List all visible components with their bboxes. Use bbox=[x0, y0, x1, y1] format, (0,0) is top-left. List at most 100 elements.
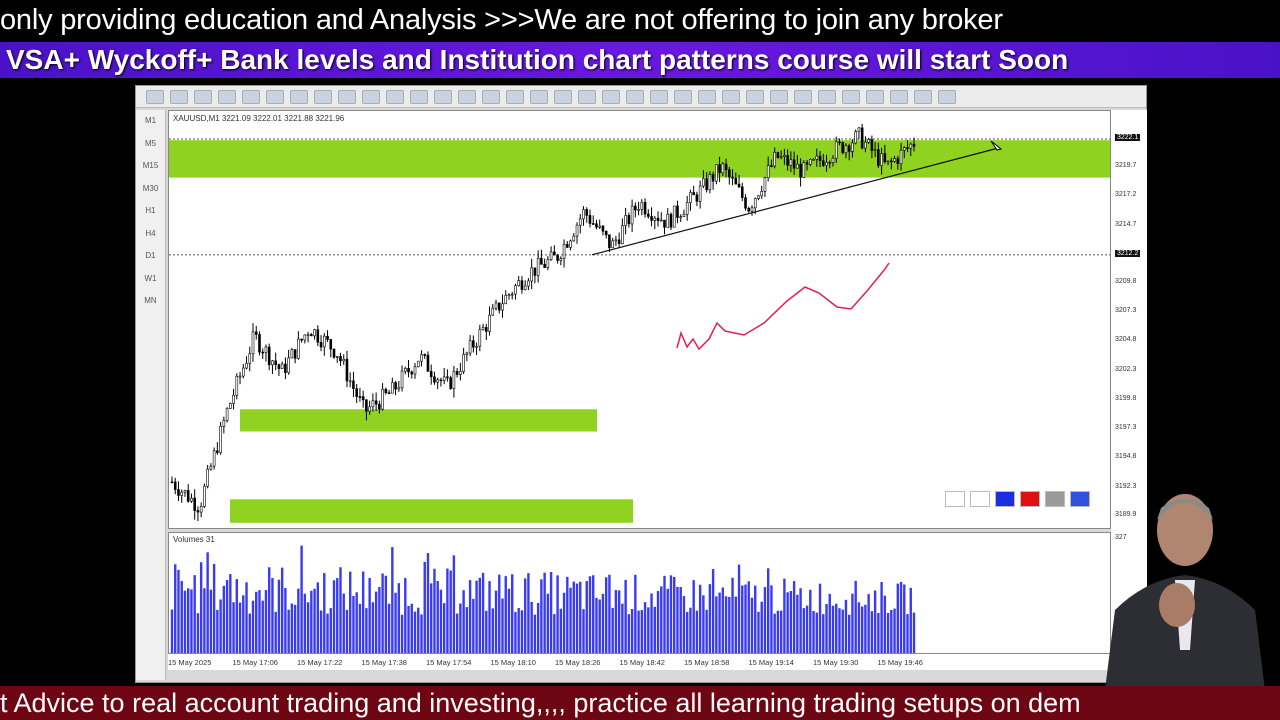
toolbar-button[interactable] bbox=[914, 89, 932, 104]
timeframe-d1[interactable]: D1 bbox=[145, 251, 156, 260]
toolbar-button[interactable] bbox=[218, 89, 236, 104]
color-swatch[interactable] bbox=[970, 491, 990, 507]
toolbar-button[interactable] bbox=[866, 89, 884, 104]
candle-body bbox=[867, 139, 870, 143]
volume-bar bbox=[216, 609, 219, 653]
candle-body bbox=[899, 149, 903, 165]
toolbar-button[interactable] bbox=[458, 89, 476, 104]
toolbar-button[interactable] bbox=[194, 89, 212, 104]
toolbar-button[interactable] bbox=[314, 89, 332, 104]
toolbar-button[interactable] bbox=[434, 89, 452, 104]
candle-body bbox=[274, 360, 277, 365]
toolbar-button[interactable] bbox=[938, 89, 956, 104]
toolbar-button[interactable] bbox=[578, 89, 596, 104]
toolbar-button[interactable] bbox=[338, 89, 356, 104]
candle-body bbox=[708, 174, 712, 191]
color-swatch[interactable] bbox=[1045, 491, 1065, 507]
timeframe-h1[interactable]: H1 bbox=[145, 206, 156, 215]
toolbar-button[interactable] bbox=[170, 89, 188, 104]
demand-supply-zone bbox=[240, 409, 597, 432]
candle-body bbox=[799, 163, 802, 178]
timeframe-m30[interactable]: M30 bbox=[142, 183, 159, 193]
volume-bar bbox=[326, 613, 329, 653]
timeframe-m5[interactable]: M5 bbox=[144, 138, 157, 148]
toolbar-button[interactable] bbox=[362, 89, 380, 104]
toolbar-button[interactable] bbox=[626, 89, 644, 104]
candle-body bbox=[883, 153, 887, 163]
candle-body bbox=[556, 254, 559, 261]
toolbar-button[interactable] bbox=[266, 89, 284, 104]
candle-body bbox=[507, 294, 511, 296]
volume-bar bbox=[290, 603, 294, 653]
candle-body bbox=[818, 155, 822, 162]
candle-body bbox=[339, 356, 342, 362]
toolbar-button[interactable] bbox=[722, 89, 740, 104]
toolbar-button[interactable] bbox=[554, 89, 572, 104]
toolbar-button[interactable] bbox=[650, 89, 668, 104]
toolbar-button[interactable] bbox=[674, 89, 692, 104]
toolbar-button[interactable] bbox=[530, 89, 548, 104]
volume-bar bbox=[478, 577, 482, 653]
toolbar-button[interactable] bbox=[290, 89, 308, 104]
color-swatch[interactable] bbox=[995, 491, 1015, 507]
toolbar-button[interactable] bbox=[602, 89, 620, 104]
toolbar-button[interactable] bbox=[746, 89, 764, 104]
candle-body bbox=[679, 216, 683, 218]
timeframe-m15[interactable]: M15 bbox=[142, 161, 159, 170]
candle-body bbox=[711, 174, 715, 182]
color-swatch[interactable] bbox=[945, 491, 965, 507]
volume-bar bbox=[439, 589, 443, 653]
candle-body bbox=[698, 185, 702, 202]
candle-body bbox=[536, 257, 540, 276]
toolbar-button[interactable] bbox=[770, 89, 788, 104]
volume-bar bbox=[358, 603, 362, 653]
candle-body bbox=[510, 293, 514, 296]
volume-bar bbox=[711, 569, 715, 653]
volume-bar bbox=[805, 605, 809, 653]
candle-body bbox=[484, 327, 488, 332]
candle-body bbox=[669, 213, 673, 228]
timeframe-m1[interactable]: M1 bbox=[144, 116, 157, 125]
color-swatch[interactable] bbox=[1020, 491, 1040, 507]
price-chart[interactable]: XAUUSD,M1 3221.09 3222.01 3221.88 3221.9… bbox=[168, 110, 1111, 529]
candle-body bbox=[316, 329, 320, 343]
candle-body bbox=[549, 251, 553, 260]
toolbar-button[interactable] bbox=[842, 89, 860, 104]
price-tick: 3222.1 bbox=[1115, 134, 1141, 141]
candle-body bbox=[598, 225, 602, 228]
volume-bar bbox=[306, 602, 310, 653]
candle-body bbox=[650, 216, 653, 221]
candle-body bbox=[229, 403, 232, 409]
candle-body bbox=[909, 143, 913, 149]
toolbar-button[interactable] bbox=[146, 89, 164, 104]
candle-body bbox=[527, 280, 530, 287]
toolbar-button[interactable] bbox=[242, 89, 260, 104]
course-banner: VSA+ Wyckoff+ Bank levels and Institutio… bbox=[0, 42, 1280, 78]
candle-body bbox=[912, 143, 916, 147]
volume-bar bbox=[488, 581, 491, 653]
volume-bar bbox=[802, 608, 806, 653]
timeframe-mn[interactable]: MN bbox=[144, 296, 157, 305]
toolbar-button[interactable] bbox=[818, 89, 836, 104]
candle-body bbox=[391, 382, 394, 394]
timeframe-h4[interactable]: H4 bbox=[145, 228, 156, 238]
toolbar-button[interactable] bbox=[386, 89, 404, 104]
timeframe-w1[interactable]: W1 bbox=[144, 273, 157, 283]
candle-body bbox=[689, 192, 692, 203]
toolbar-button[interactable] bbox=[890, 89, 908, 104]
volume-bar bbox=[199, 562, 203, 653]
toolbar-button[interactable] bbox=[698, 89, 716, 104]
toolbar-button[interactable] bbox=[482, 89, 500, 104]
candle-body bbox=[559, 258, 563, 261]
toolbar-button[interactable] bbox=[506, 89, 524, 104]
candle-body bbox=[173, 481, 177, 490]
candle-body bbox=[322, 335, 326, 348]
volume-bar bbox=[442, 603, 446, 653]
toolbar-button[interactable] bbox=[794, 89, 812, 104]
candle-body bbox=[825, 162, 828, 166]
candle-body bbox=[624, 215, 627, 226]
volume-bar bbox=[177, 569, 180, 653]
toolbar-button[interactable] bbox=[410, 89, 428, 104]
volume-bar bbox=[517, 608, 520, 653]
color-swatch[interactable] bbox=[1070, 491, 1090, 507]
